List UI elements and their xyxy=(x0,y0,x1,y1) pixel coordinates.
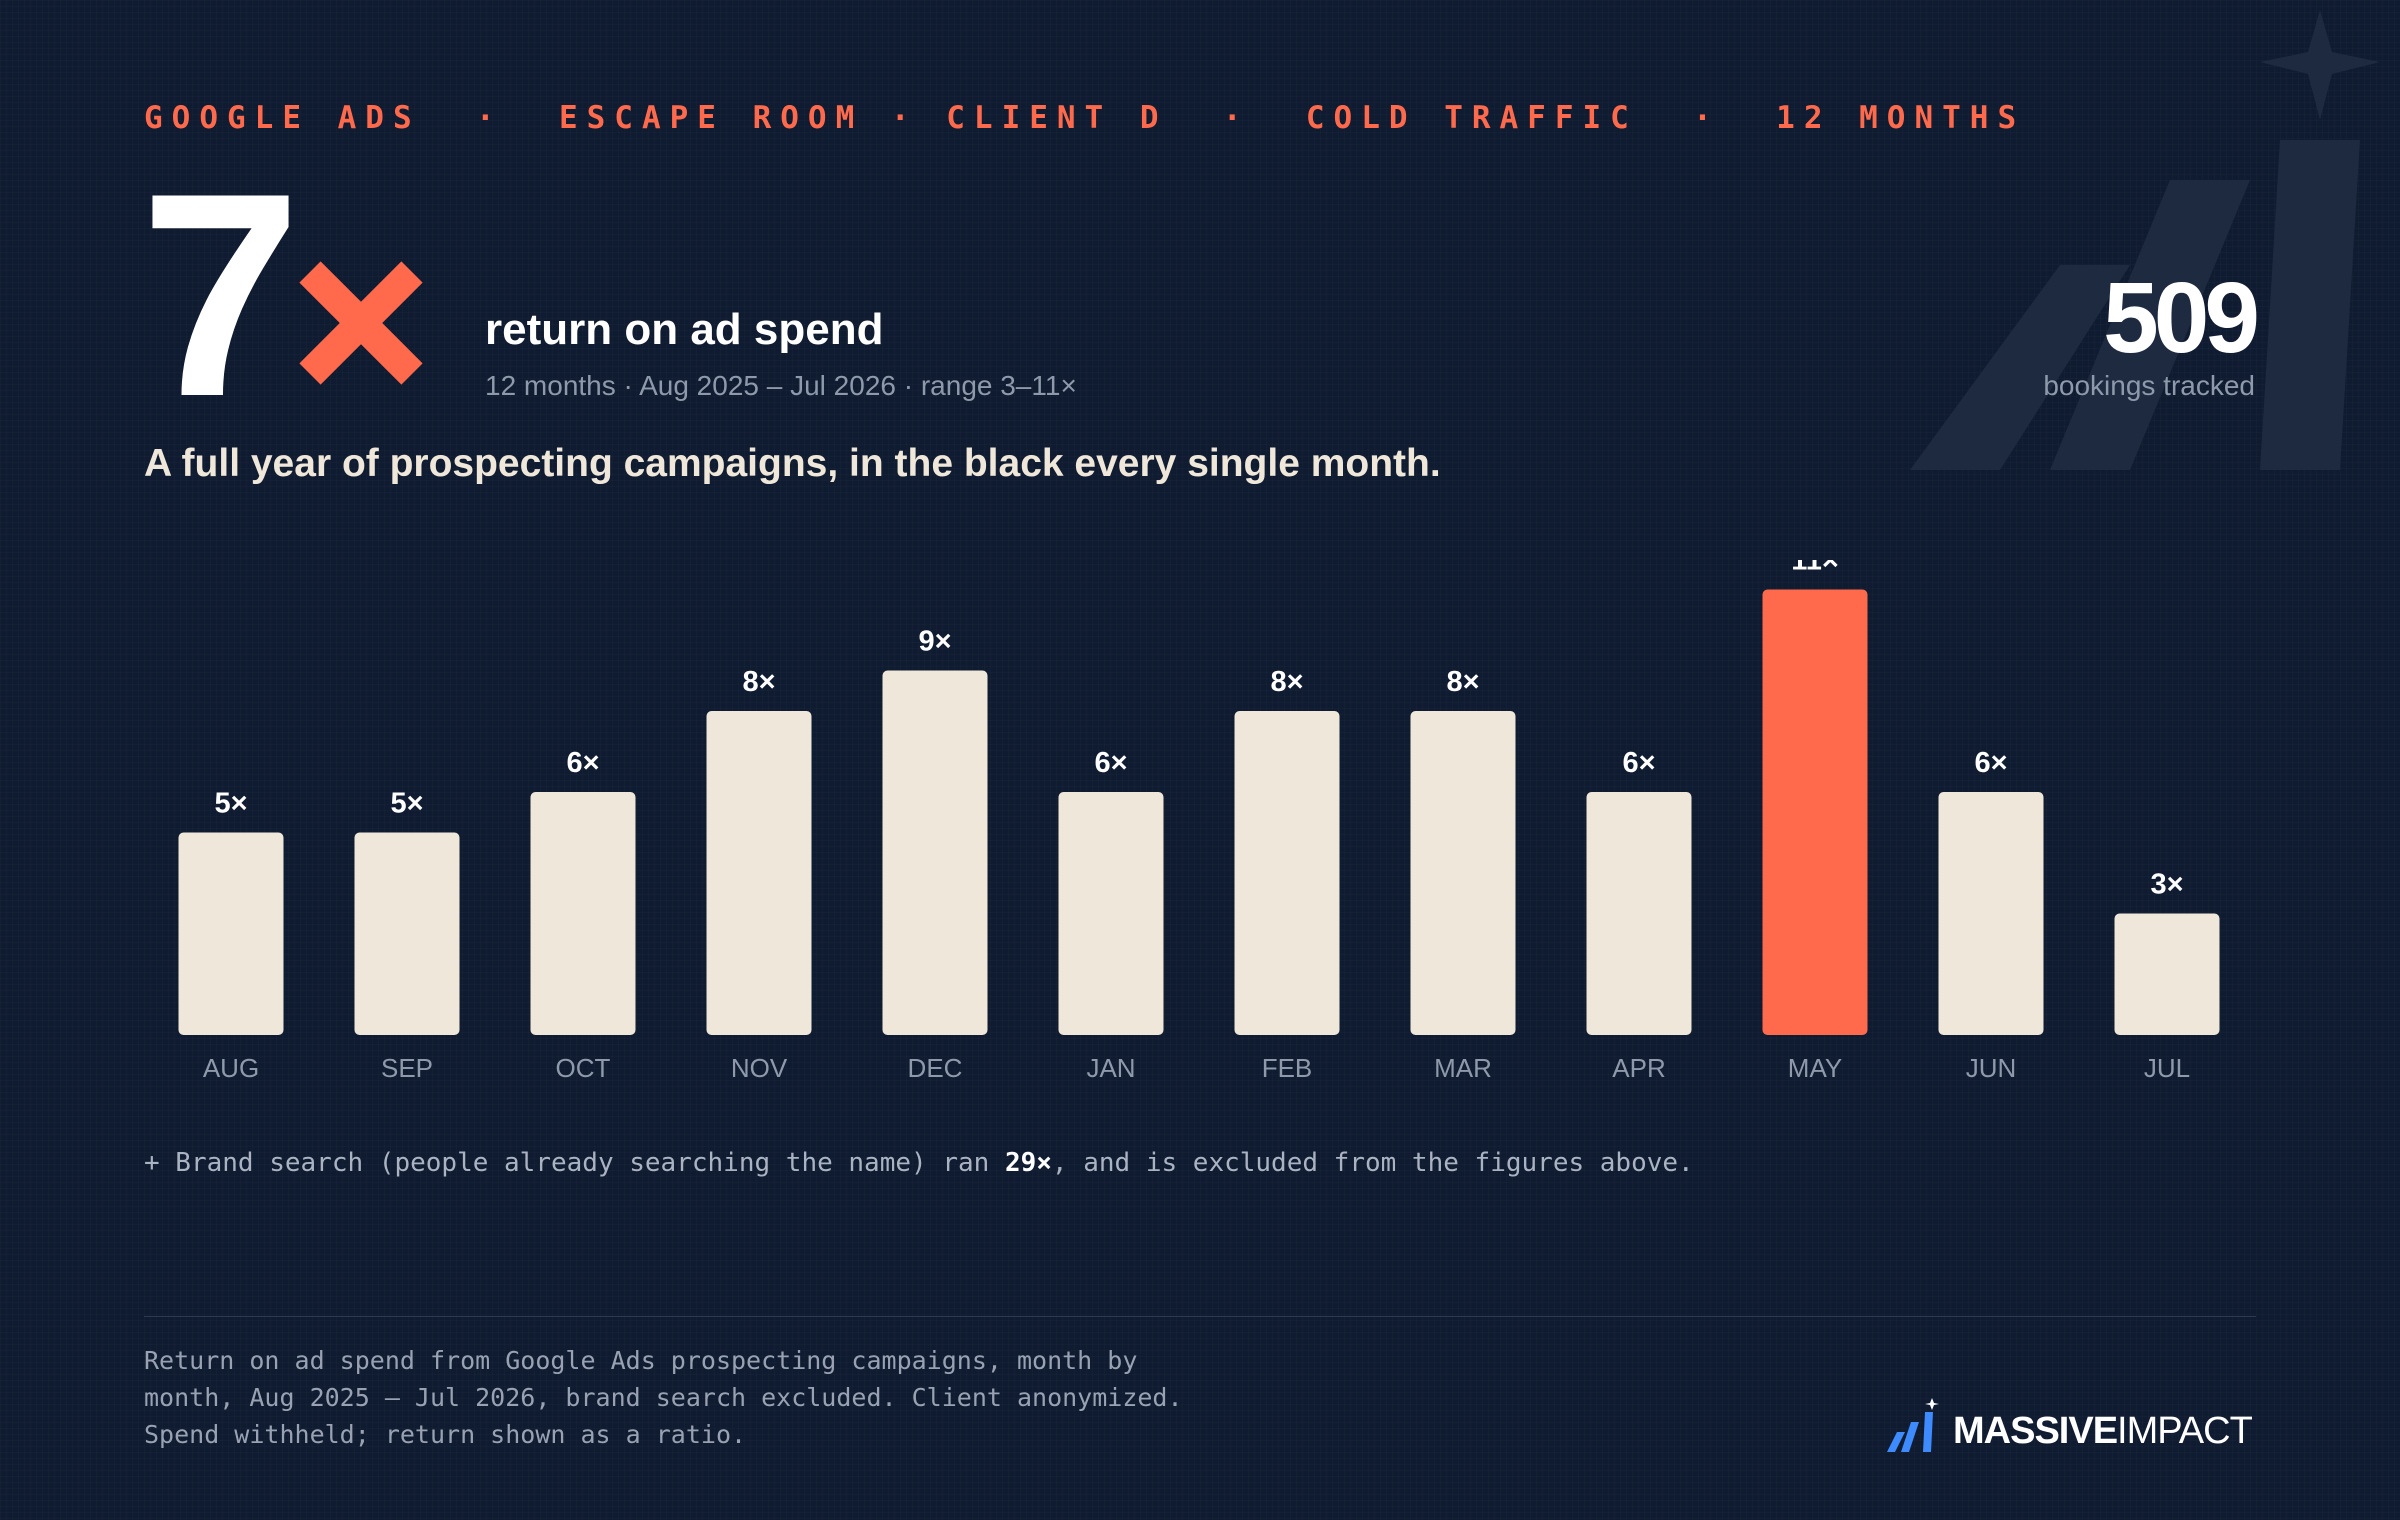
category-tick-label: NOV xyxy=(731,1053,788,1083)
brand-word-2: IMPACT xyxy=(2117,1410,2253,1452)
x-icon xyxy=(299,261,423,385)
category-tick-label: MAR xyxy=(1434,1053,1492,1083)
headline: A full year of prospecting campaigns, in… xyxy=(144,442,1441,485)
data-label: 11× xyxy=(1791,560,1839,577)
bar-oct xyxy=(530,792,636,1035)
footnote-prefix: + Brand search (people already searching… xyxy=(144,1148,1005,1178)
bar-jul xyxy=(2114,913,2220,1035)
category-tick-label: JAN xyxy=(1086,1053,1135,1083)
roas-bar-chart: 5× AUG 5× SEP 6× OCT 8× NOV 9× DEC 6× JAN 8× FEB 8× MAR… xyxy=(178,560,2220,1083)
bar-mar xyxy=(1410,711,1516,1035)
data-label: 5× xyxy=(390,788,423,820)
source-line: Spend withheld; return shown as a ratio. xyxy=(144,1420,747,1449)
data-label: 6× xyxy=(1622,747,1655,779)
bar-jan xyxy=(1058,792,1164,1035)
category-tick-label: MAY xyxy=(1788,1053,1842,1083)
data-label: 3× xyxy=(2150,869,2183,901)
bar-aug xyxy=(178,832,284,1035)
bar-feb xyxy=(1234,711,1340,1035)
logo-bars-icon xyxy=(1887,1398,1939,1452)
bar-may xyxy=(1762,589,1868,1035)
source-line: Return on ad spend from Google Ads prosp… xyxy=(144,1346,1138,1375)
source-line: month, Aug 2025 – Jul 2026, brand search… xyxy=(144,1383,1183,1412)
data-label: 8× xyxy=(1446,666,1479,698)
bar-sep xyxy=(354,832,460,1035)
bar-jun xyxy=(1938,792,2044,1035)
bar-dec xyxy=(882,670,988,1035)
footnote-value: 29× xyxy=(1004,1148,1052,1178)
bookings-value: 509 xyxy=(2103,262,2260,374)
data-label: 8× xyxy=(742,666,775,698)
footnote-suffix: , and is excluded from the figures above… xyxy=(1051,1148,1694,1178)
category-tick-label: AUG xyxy=(203,1053,259,1083)
data-label: 6× xyxy=(1974,747,2007,779)
watermark-logo-icon xyxy=(1910,10,2380,470)
bar-nov xyxy=(706,711,812,1035)
category-tick-label: OCT xyxy=(556,1053,611,1083)
category-tick-label: APR xyxy=(1612,1053,1665,1083)
category-tick-label: JUN xyxy=(1966,1053,2017,1083)
category-tick-label: FEB xyxy=(1262,1053,1313,1083)
metric-label: return on ad spend xyxy=(485,305,884,354)
data-label: 8× xyxy=(1270,666,1303,698)
eyebrow: GOOGLE ADS · ESCAPE ROOM · CLIENT D · CO… xyxy=(144,100,2026,136)
data-label: 6× xyxy=(1094,747,1127,779)
data-label: 6× xyxy=(566,747,599,779)
category-tick-label: SEP xyxy=(381,1053,433,1083)
divider xyxy=(144,1316,2256,1317)
hero-value: 7 xyxy=(140,133,301,457)
category-tick-label: DEC xyxy=(908,1053,963,1083)
data-label: 9× xyxy=(918,626,951,658)
data-label: 5× xyxy=(214,788,247,820)
source-note: Return on ad spend from Google Ads prosp… xyxy=(144,1342,1344,1453)
metric-subtitle: 12 months · Aug 2025 – Jul 2026 · range … xyxy=(485,370,1077,401)
bar-apr xyxy=(1586,792,1692,1035)
brand-word-1: MASSIVE xyxy=(1953,1410,2118,1452)
footnote: + Brand search (people already searching… xyxy=(144,1148,1694,1178)
category-tick-label: JUL xyxy=(2144,1053,2190,1083)
bookings-label: bookings tracked xyxy=(2043,370,2255,401)
brand-wordmark: MASSIVEIMPACT xyxy=(1953,1410,2253,1453)
